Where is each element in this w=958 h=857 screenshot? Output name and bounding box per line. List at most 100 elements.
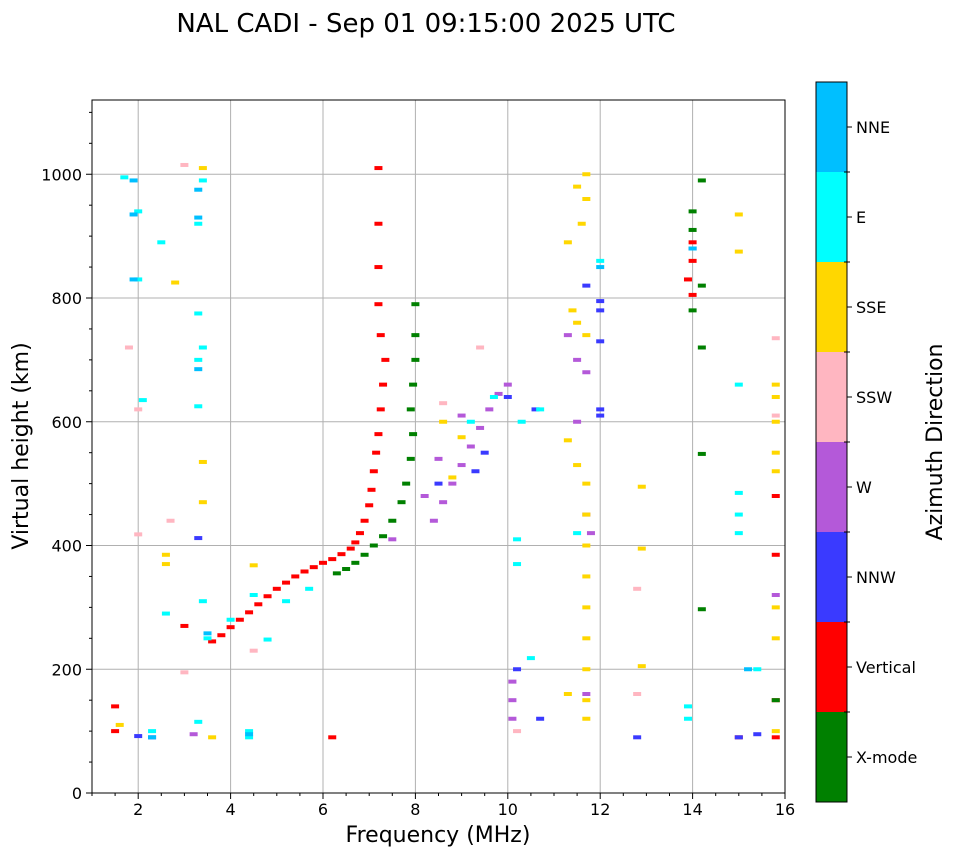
data-point-nnw	[582, 283, 591, 288]
data-point-ssw	[249, 648, 258, 653]
data-point-e	[489, 395, 498, 399]
y-tick-label: 1000	[41, 165, 82, 184]
data-point-sse	[582, 512, 591, 517]
colorbar-label: X-mode	[856, 748, 917, 767]
y-tick-label: 600	[51, 413, 82, 432]
data-point-x-mode	[406, 407, 415, 412]
colorbar-label: NNW	[856, 568, 896, 587]
y-tick-label: 200	[51, 660, 82, 679]
data-point-e	[194, 404, 203, 409]
colorbar-label: Vertical	[856, 658, 916, 677]
data-point-nne	[194, 187, 203, 192]
data-point-sse	[577, 221, 586, 226]
data-point-sse	[563, 692, 572, 696]
colorbar-label: NNE	[856, 118, 890, 137]
data-point-vertical	[771, 735, 780, 740]
data-point-ssw	[513, 729, 522, 734]
data-point-e	[466, 419, 475, 424]
data-point-sse	[771, 395, 780, 399]
data-point-e	[536, 407, 545, 412]
data-point-sse	[198, 166, 207, 171]
data-point-nnw	[596, 339, 605, 344]
data-point-vertical	[688, 240, 697, 245]
data-point-sse	[457, 435, 466, 440]
data-point-e	[734, 490, 743, 495]
data-point-sse	[637, 546, 646, 551]
x-tick-label: 8	[410, 800, 420, 819]
data-point-x-mode	[397, 500, 406, 505]
data-point-vertical	[235, 617, 244, 622]
data-point-w	[448, 481, 457, 486]
data-point-e	[120, 175, 129, 180]
data-point-sse	[573, 320, 582, 325]
data-point-ssw	[439, 401, 448, 406]
data-point-sse	[582, 698, 591, 703]
data-point-w	[420, 494, 429, 498]
data-point-x-mode	[379, 534, 388, 539]
data-point-vertical	[328, 557, 337, 562]
data-point-sse	[771, 382, 780, 387]
data-point-ssw	[124, 345, 133, 350]
data-point-e	[513, 562, 522, 567]
data-point-x-mode	[688, 227, 697, 232]
data-point-x-mode	[697, 283, 706, 288]
colorbar-swatch	[816, 712, 847, 802]
data-point-e	[683, 704, 692, 709]
data-point-nne	[148, 735, 157, 740]
data-point-nne	[245, 732, 254, 737]
data-point-sse	[582, 481, 591, 486]
data-point-e	[198, 599, 207, 604]
data-point-sse	[582, 172, 591, 177]
data-point-x-mode	[409, 432, 418, 437]
x-tick-label: 6	[318, 800, 328, 819]
data-point-w	[388, 537, 397, 542]
data-point-nnw	[480, 450, 489, 455]
data-point-x-mode	[406, 456, 415, 461]
colorbar-label: SSE	[856, 298, 886, 317]
data-point-vertical	[374, 432, 383, 437]
data-point-nnw	[194, 536, 203, 541]
data-point-nnw	[596, 407, 605, 412]
data-point-w	[508, 679, 517, 684]
data-point-vertical	[376, 407, 385, 412]
colorbar-swatch	[816, 262, 847, 352]
data-point-vertical	[683, 277, 692, 282]
data-point-nnw	[531, 407, 540, 412]
data-points	[111, 162, 780, 740]
data-point-sse	[771, 419, 780, 424]
data-point-vertical	[328, 735, 337, 740]
data-point-vertical	[369, 469, 378, 474]
y-tick-label: 0	[72, 784, 82, 803]
x-axis-label: Frequency (MHz)	[346, 823, 531, 848]
data-point-e	[134, 277, 143, 282]
data-point-nnw	[596, 308, 605, 313]
data-point-w	[573, 419, 582, 424]
data-point-vertical	[319, 560, 327, 565]
colorbar-title: Azimuth Direction	[923, 343, 948, 540]
data-point-vertical	[771, 494, 780, 498]
data-point-vertical	[381, 357, 390, 362]
data-point-e	[245, 735, 254, 740]
data-point-w	[508, 698, 517, 703]
data-point-nne	[203, 631, 212, 636]
data-point-vertical	[208, 639, 217, 644]
data-point-ssw	[134, 532, 143, 537]
x-tick-label: 12	[590, 800, 610, 819]
data-point-w	[563, 333, 572, 338]
data-point-vertical	[111, 729, 120, 734]
data-point-e	[194, 719, 203, 724]
data-point-sse	[573, 463, 582, 468]
data-point-sse	[198, 500, 207, 505]
data-point-sse	[637, 484, 646, 489]
data-point-e	[161, 611, 170, 616]
data-point-nne	[596, 265, 605, 270]
data-point-x-mode	[369, 543, 378, 548]
data-point-e	[734, 531, 743, 536]
x-tick-label: 14	[682, 800, 702, 819]
y-tick-label: 800	[51, 289, 82, 308]
data-point-w	[466, 444, 475, 449]
plot-background	[92, 100, 785, 793]
data-point-vertical	[360, 518, 369, 523]
data-point-vertical	[282, 580, 291, 585]
